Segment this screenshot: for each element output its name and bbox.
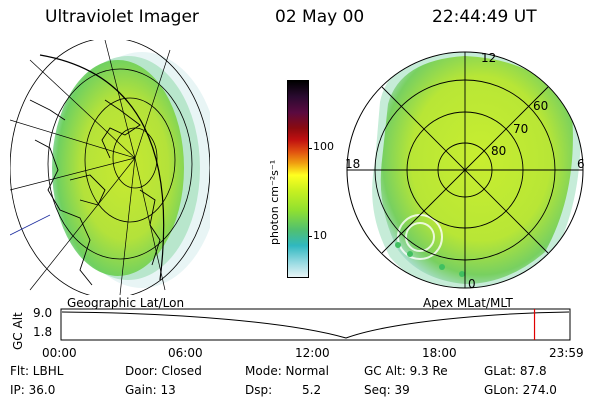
header-time: 22:44:49 UT (432, 7, 537, 27)
mlt-12-label: 12 (481, 51, 496, 65)
timeline-x-tick-0000: 00:00 (42, 346, 77, 360)
mlat-60-label: 60 (533, 99, 548, 113)
colorbar (287, 80, 309, 278)
status-mode: Mode: Normal (245, 364, 329, 378)
colorbar-tick-mark (308, 236, 312, 237)
status-gain: Gain: 13 (125, 383, 176, 397)
status-dsp-label: Dsp: (245, 383, 273, 397)
instrument-title: Ultraviolet Imager (45, 7, 199, 27)
apex-polar-panel: 12 18 6 0 60 70 80 (345, 51, 585, 291)
colorbar-tick-100: 100 (313, 140, 334, 153)
timeline-x-tick-1800: 18:00 (422, 346, 457, 360)
left-panel-caption: Geographic Lat/Lon (67, 296, 185, 310)
timeline-x-tick-0600: 06:00 (168, 346, 203, 360)
timeline-x-tick-2359: 23:59 (549, 346, 584, 360)
timeline-axis-label: GC Alt (11, 312, 25, 350)
mlat-70-label: 70 (513, 122, 528, 136)
colorbar-tick-10: 10 (313, 229, 327, 242)
colorbar-tick-mark (308, 148, 312, 149)
timeline-y-tick-high: 9.0 (33, 306, 53, 320)
status-door: Door: Closed (125, 364, 202, 378)
timeline-y-tick-low: 1.8 (33, 325, 53, 339)
status-seq: Seq: 39 (364, 383, 410, 397)
status-glat: GLat: 87.8 (484, 364, 547, 378)
altitude-timeline-plot (60, 308, 571, 341)
status-gc-alt: GC Alt: 9.3 Re (364, 364, 448, 378)
mlt-18-label: 18 (345, 157, 360, 171)
status-glon: GLon: 274.0 (484, 383, 557, 397)
status-ip: IP: 36.0 (10, 383, 56, 397)
mlt-0-label: 0 (468, 277, 476, 291)
status-filter: Flt: LBHL (10, 364, 64, 378)
mlat-80-label: 80 (491, 144, 506, 158)
colorbar-unit-label: photon cm⁻²s⁻¹ (268, 159, 281, 245)
geographic-image-panel (10, 40, 210, 295)
mlt-6-label: 6 (577, 157, 585, 171)
header-date: 02 May 00 (275, 7, 365, 27)
status-dsp-value: 5.2 (302, 383, 322, 397)
right-panel-caption: Apex MLat/MLT (423, 296, 513, 310)
timeline-x-tick-1200: 12:00 (295, 346, 330, 360)
